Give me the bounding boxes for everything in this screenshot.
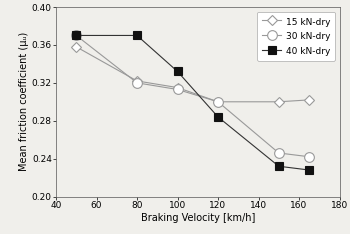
15 kN-dry (74, 45, 78, 48)
Line: 40 kN-dry: 40 kN-dry (72, 31, 313, 174)
40 kN-dry (135, 34, 139, 37)
15 kN-dry (276, 100, 281, 103)
40 kN-dry (74, 34, 78, 37)
30 kN-dry (74, 34, 78, 37)
Y-axis label: Mean friction coefficient (μᵤ): Mean friction coefficient (μᵤ) (19, 32, 29, 172)
40 kN-dry (216, 116, 220, 118)
15 kN-dry (307, 99, 311, 101)
15 kN-dry (135, 80, 139, 82)
15 kN-dry (175, 86, 180, 89)
40 kN-dry (276, 165, 281, 168)
Legend: 15 kN-dry, 30 kN-dry, 40 kN-dry: 15 kN-dry, 30 kN-dry, 40 kN-dry (257, 11, 335, 61)
15 kN-dry (216, 100, 220, 103)
Line: 30 kN-dry: 30 kN-dry (71, 31, 314, 162)
Line: 15 kN-dry: 15 kN-dry (73, 43, 313, 105)
X-axis label: Braking Velocity [km/h]: Braking Velocity [km/h] (141, 212, 255, 223)
30 kN-dry (135, 81, 139, 84)
30 kN-dry (175, 88, 180, 91)
30 kN-dry (307, 155, 311, 158)
30 kN-dry (216, 100, 220, 103)
30 kN-dry (276, 152, 281, 154)
40 kN-dry (175, 70, 180, 73)
40 kN-dry (307, 169, 311, 172)
